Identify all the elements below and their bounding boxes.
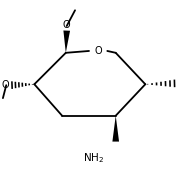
Text: O: O xyxy=(2,80,9,90)
Text: O: O xyxy=(94,46,102,56)
Text: O: O xyxy=(63,20,70,30)
Polygon shape xyxy=(112,116,119,142)
Text: NH$_2$: NH$_2$ xyxy=(83,151,104,165)
Polygon shape xyxy=(63,30,70,53)
